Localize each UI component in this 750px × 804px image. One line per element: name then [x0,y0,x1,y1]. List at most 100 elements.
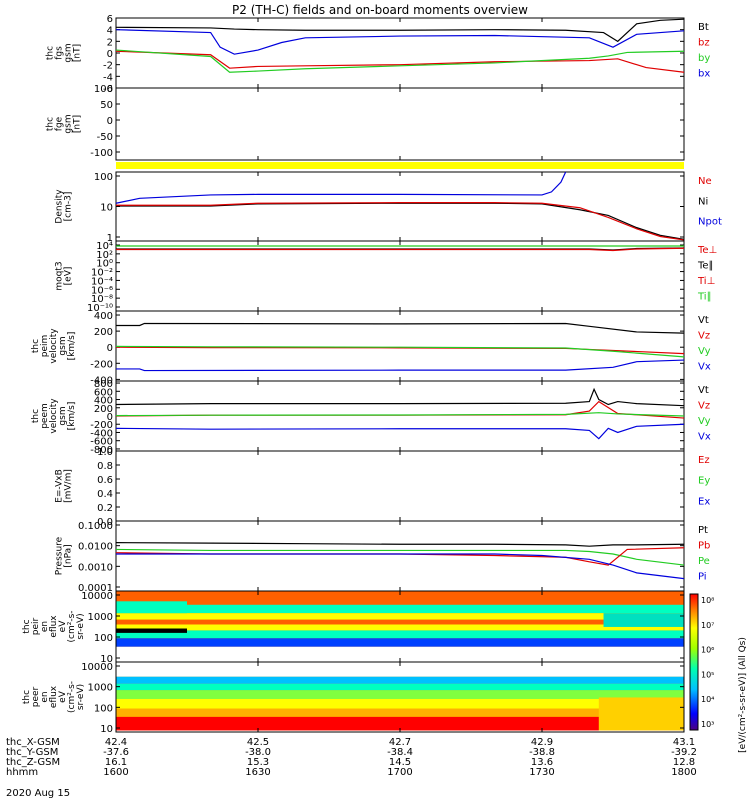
y-axis-label-line: [mV/m] [64,469,74,503]
y-tick-label: 0.0010 [78,562,113,573]
heatmap-band [116,716,684,731]
y-tick-label: 4 [107,26,113,37]
y-tick-label: 200 [94,404,113,415]
heatmap-band [116,690,684,699]
y-tick-label: 10⁴ [96,241,113,252]
series-Vx [116,359,685,372]
y-axis-label-line: gsm [64,43,74,62]
y-tick-label: -2 [103,61,113,72]
legend-entry: Vx [698,432,711,443]
y-axis-label-line: eflux [49,615,59,638]
y-axis-label-line: velocity [49,398,59,434]
y-axis-label-line: Pressure [55,536,65,575]
series-Vt [116,322,685,334]
y-axis-label-line: en [40,691,50,702]
orbit-value: 16.1 [105,757,127,768]
series-Pi [116,553,685,580]
series-Ni [116,202,685,240]
legend-entry: Vz [698,331,710,342]
panel-frame [115,240,685,312]
y-axis-label-line: thc [31,339,41,353]
date-label: 2020 Aug 15 [6,788,70,799]
orbit-row-label: thc_X-GSM [6,737,60,748]
y-tick-label: -400 [90,375,113,386]
legend-entry: Ti∥ [697,292,712,303]
orbit-value: 1600 [103,767,128,778]
orbit-value: -38.0 [245,747,271,758]
colorbar-tick: 10⁸ [701,596,714,605]
y-tick-label: 0.6 [97,475,113,486]
y-axis-label-line: sr-eV) [76,613,86,639]
y-axis-label-line: [nT] [73,115,83,133]
y-tick-label: 1 [107,233,113,244]
legend-entry: Vt [698,315,709,326]
legend-entry: Vy [698,346,711,357]
y-tick-label: 100 [94,84,113,95]
orbit-value: -37.6 [103,747,129,758]
colorbar-label: [eV/(cm²-s-sr-eV)] (All Qs) [738,637,748,753]
y-axis-label-line: sr-eV) [76,684,86,710]
orbit-value: 42.9 [531,737,553,748]
legend-entry: bx [698,69,710,80]
y-tick-label: 10⁻² [91,268,113,279]
panel-density: 100 10 1 Density [cm-3] Ne Ni Npot [55,171,722,244]
y-axis-label-line: [cm-3] [64,192,74,222]
y-tick-label: 600 [94,387,113,398]
heatmap-band [116,628,187,633]
y-tick-label: 10000 [81,591,113,602]
series-Vx [115,423,685,440]
y-tick-label: 50 [100,100,113,111]
y-axis-label-line: velocity [49,328,59,364]
y-tick-label: 10² [96,250,113,261]
y-tick-label: 0.1000 [78,521,113,532]
y-axis-label: Density [cm-3] [55,189,74,224]
y-tick-label: 0 [107,49,113,60]
panel-pressure: 0.1000 0.0100 0.0010 0.0001 Pressure [nPa] Pt P… [55,520,710,594]
colorbar-tick: 10⁴ [701,695,714,704]
legend-entry: Ne [698,176,712,187]
colorbar-tick: 10⁷ [701,621,714,630]
y-tick-label: 10⁰ [96,259,113,270]
legend-entry: Pt [698,525,708,536]
legend-entry: Vz [698,401,710,412]
y-tick-label: 1000 [88,683,113,694]
legend-entry: Ez [698,455,710,466]
heatmap-band [116,630,684,639]
panel-frame [115,87,685,161]
y-tick-label: 0.2 [97,503,113,514]
orbit-value: -39.2 [671,747,697,758]
heatmap-band [603,613,684,627]
y-axis-label: thc fge gsm [nT] [46,114,83,133]
legend-entry: Ex [698,496,710,507]
y-axis-label: thc fgs gsm [nT] [46,43,83,62]
panel-peir: 10000 1000 100 10 thc peir en eflux eV (cm²-s-sr-… [22,590,685,665]
y-axis-label-line: eflux [49,685,59,708]
y-axis-label-line: thc [31,409,41,423]
colorbar-tick: 10⁵ [701,670,714,679]
heatmap-band [116,619,684,625]
y-axis-label: thc peer en eflux eV (cm²-s-sr-eV) [22,681,86,713]
orbit-value: 1800 [671,767,696,778]
y-tick-label: 100 [94,633,113,644]
panel-frame [115,17,685,89]
y-axis-label-line: peim [40,335,50,358]
y-axis-label-line: thc [46,46,56,60]
legend-entry: Vy [698,416,711,427]
orbit-value: 1630 [245,767,270,778]
legend-entry: Vx [698,362,711,373]
series-Vt [115,387,685,407]
series-Pt [115,542,685,547]
legend-entry: Npot [698,217,722,228]
y-axis-label: moqt3 [eV] [55,261,74,290]
panel-fgs-hi: 100 50 0 -50 -100 thc fge gsm [nT] [46,84,685,161]
panel-frame [115,520,685,592]
y-axis-label: Pressure [nPa] [55,536,74,575]
y-tick-label: -50 [97,132,113,143]
orbit-row-label: thc_Z-GSM [6,757,60,768]
legend-entry: Ti⊥ [697,276,715,287]
series-Bt [115,18,685,43]
y-tick-label: 6 [107,14,113,25]
y-tick-label: 10 [100,203,113,214]
